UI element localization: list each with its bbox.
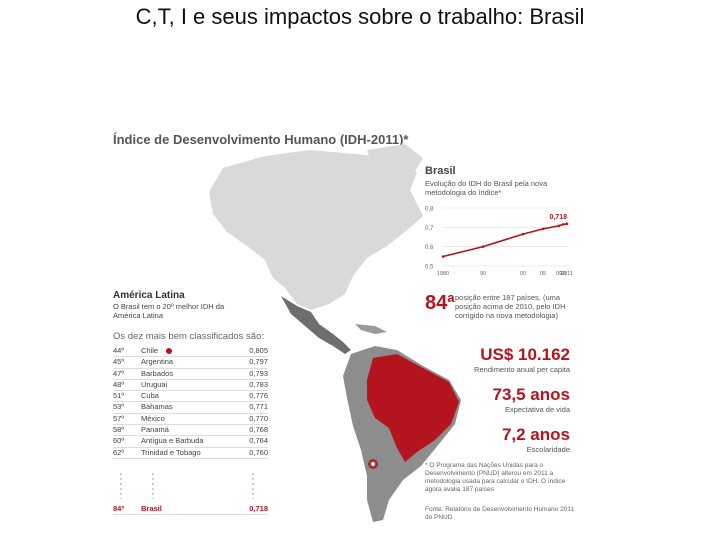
row-value: 0,797 <box>249 357 268 367</box>
y-tick-label: 0,6 <box>425 245 434 251</box>
americas-map <box>166 144 461 522</box>
x-tick-label: 90 <box>480 271 486 277</box>
row-country: Brasil <box>141 504 162 513</box>
row-value: 0,771 <box>249 402 268 412</box>
income-note: Rendimento anual per capita <box>474 365 570 374</box>
row-value: 0,768 <box>249 425 268 435</box>
income-value: US$ 10.162 <box>480 345 570 364</box>
latam-subtitle: O Brasil tem o 20º melhor IDH da América… <box>113 302 225 320</box>
row-value: 0,783 <box>249 379 268 389</box>
x-tick-label: 00 <box>520 271 526 277</box>
row-country: Antígua e Barbuda <box>141 436 204 446</box>
table-row: 44º Chile 0,805 <box>113 346 268 358</box>
ellipsis-dividers <box>120 473 254 499</box>
row-rank: 57º <box>113 413 125 423</box>
row-country: Uruguai <box>141 379 168 389</box>
brasil-panel-subtitle: Evolução do IDH do Brasil pela nova meto… <box>425 179 548 197</box>
x-tick-label: 1980 <box>437 271 449 277</box>
row-rank: 53º <box>113 402 125 412</box>
idh-point <box>561 223 565 226</box>
list-chile-marker <box>166 348 172 354</box>
idh-point <box>541 227 545 231</box>
methodology-footnote: * O Programa das Nações Unidas para o De… <box>425 462 566 493</box>
row-value: 0,760 <box>249 447 268 457</box>
brasil-panel-title: Brasil <box>425 165 456 177</box>
idh-point <box>441 255 445 258</box>
y-tick-label: 0,8 <box>425 207 434 213</box>
row-value: 0,805 <box>249 346 268 355</box>
brasil-ranking-row: 84º Brasil 0,718 <box>113 504 268 516</box>
latest-value-label: 0,718 <box>549 214 567 221</box>
schooling-note: Escolaridade <box>526 445 570 454</box>
table-row: 48º Uruguai 0,783 <box>113 379 268 392</box>
greenland-shape <box>367 144 423 180</box>
table-row: 47º Barbados 0,793 <box>113 369 268 380</box>
row-country: Trinidad e Tobago <box>141 447 201 457</box>
chile-marker-dot <box>371 462 375 466</box>
infographic-title: Índice de Desenvolvimento Humano (IDH-20… <box>113 132 409 147</box>
row-country: Chile <box>141 346 159 355</box>
row-rank: 47º <box>113 368 125 378</box>
caribbean-shape <box>355 324 387 334</box>
latam-title: América Latina <box>113 290 185 301</box>
table-row: 53º Bahamas 0,771 <box>113 402 268 414</box>
row-country: Bahamas <box>141 402 173 412</box>
row-value: 0,793 <box>249 368 268 378</box>
x-tick-label: 09 <box>556 271 562 277</box>
table-row-brasil: 84º Brasil 0,718 <box>113 504 268 516</box>
table-row: 62º Trinidad e Tobago 0,760 <box>113 448 268 459</box>
mexico-central-america-shape <box>281 296 351 354</box>
row-rank: 48º <box>113 379 125 389</box>
row-rank: 62º <box>113 447 125 457</box>
slide-title: C,T, I e seus impactos sobre o trabalho:… <box>135 4 585 29</box>
brazil-shape <box>367 354 459 462</box>
source-note: Fonte: Relatório de Desenvolvimento Huma… <box>425 506 575 521</box>
row-rank: 45º <box>113 357 125 367</box>
row-value: 0,718 <box>249 504 268 513</box>
table-row: 57º México 0,770 <box>113 413 268 426</box>
life-expectancy-value: 73,5 anos <box>492 385 571 404</box>
idh-point <box>481 245 485 248</box>
idh-point <box>521 232 525 236</box>
y-tick-label: 0,5 <box>425 265 434 271</box>
idh-point <box>565 222 569 226</box>
row-country: México <box>141 413 165 423</box>
brasil-rank-note: posição entre 187 países, (uma posição a… <box>455 293 566 320</box>
row-value: 0,776 <box>249 391 268 401</box>
idh-point <box>557 224 561 228</box>
x-tick-label: 05 <box>540 271 546 277</box>
row-country: Panamá <box>141 425 169 435</box>
table-row: 45º Argentina 0,797 <box>113 357 268 369</box>
table-row: 60º Antígua e Barbuda 0,764 <box>113 436 268 448</box>
row-value: 0,764 <box>249 436 268 446</box>
y-tick-label: 0,7 <box>425 226 434 232</box>
life-expectancy-note: Expectativa de vida <box>504 405 570 414</box>
idh-series-line <box>442 223 568 258</box>
row-country: Cuba <box>141 391 159 401</box>
row-rank: 58º <box>113 425 125 435</box>
row-value: 0,770 <box>249 413 268 423</box>
row-rank: 84º <box>113 504 125 513</box>
row-country: Barbados <box>141 368 174 378</box>
table-row: 58º Panamá 0,768 <box>113 425 268 437</box>
schooling-value: 7,2 anos <box>501 425 570 444</box>
north-america-shape <box>209 150 423 310</box>
latam-list-title: Os dez mais bem classificados são: <box>113 331 265 342</box>
x-tick-label: 10 <box>560 271 566 277</box>
idh-infographic: Índice de Desenvolvimento Humano (IDH-20… <box>105 128 590 526</box>
brasil-rank: 84ª <box>425 292 455 314</box>
table-row: 51º Cuba 0,776 <box>113 391 268 403</box>
row-rank: 44º <box>113 346 125 355</box>
latam-ranking-table: 44º Chile 0,805 45º Argentina 0,797 47º Barba… <box>113 346 268 459</box>
x-tick-label: 2011 <box>561 271 573 277</box>
row-country: Argentina <box>141 357 174 367</box>
row-rank: 60º <box>113 436 125 446</box>
row-rank: 51º <box>113 391 125 401</box>
